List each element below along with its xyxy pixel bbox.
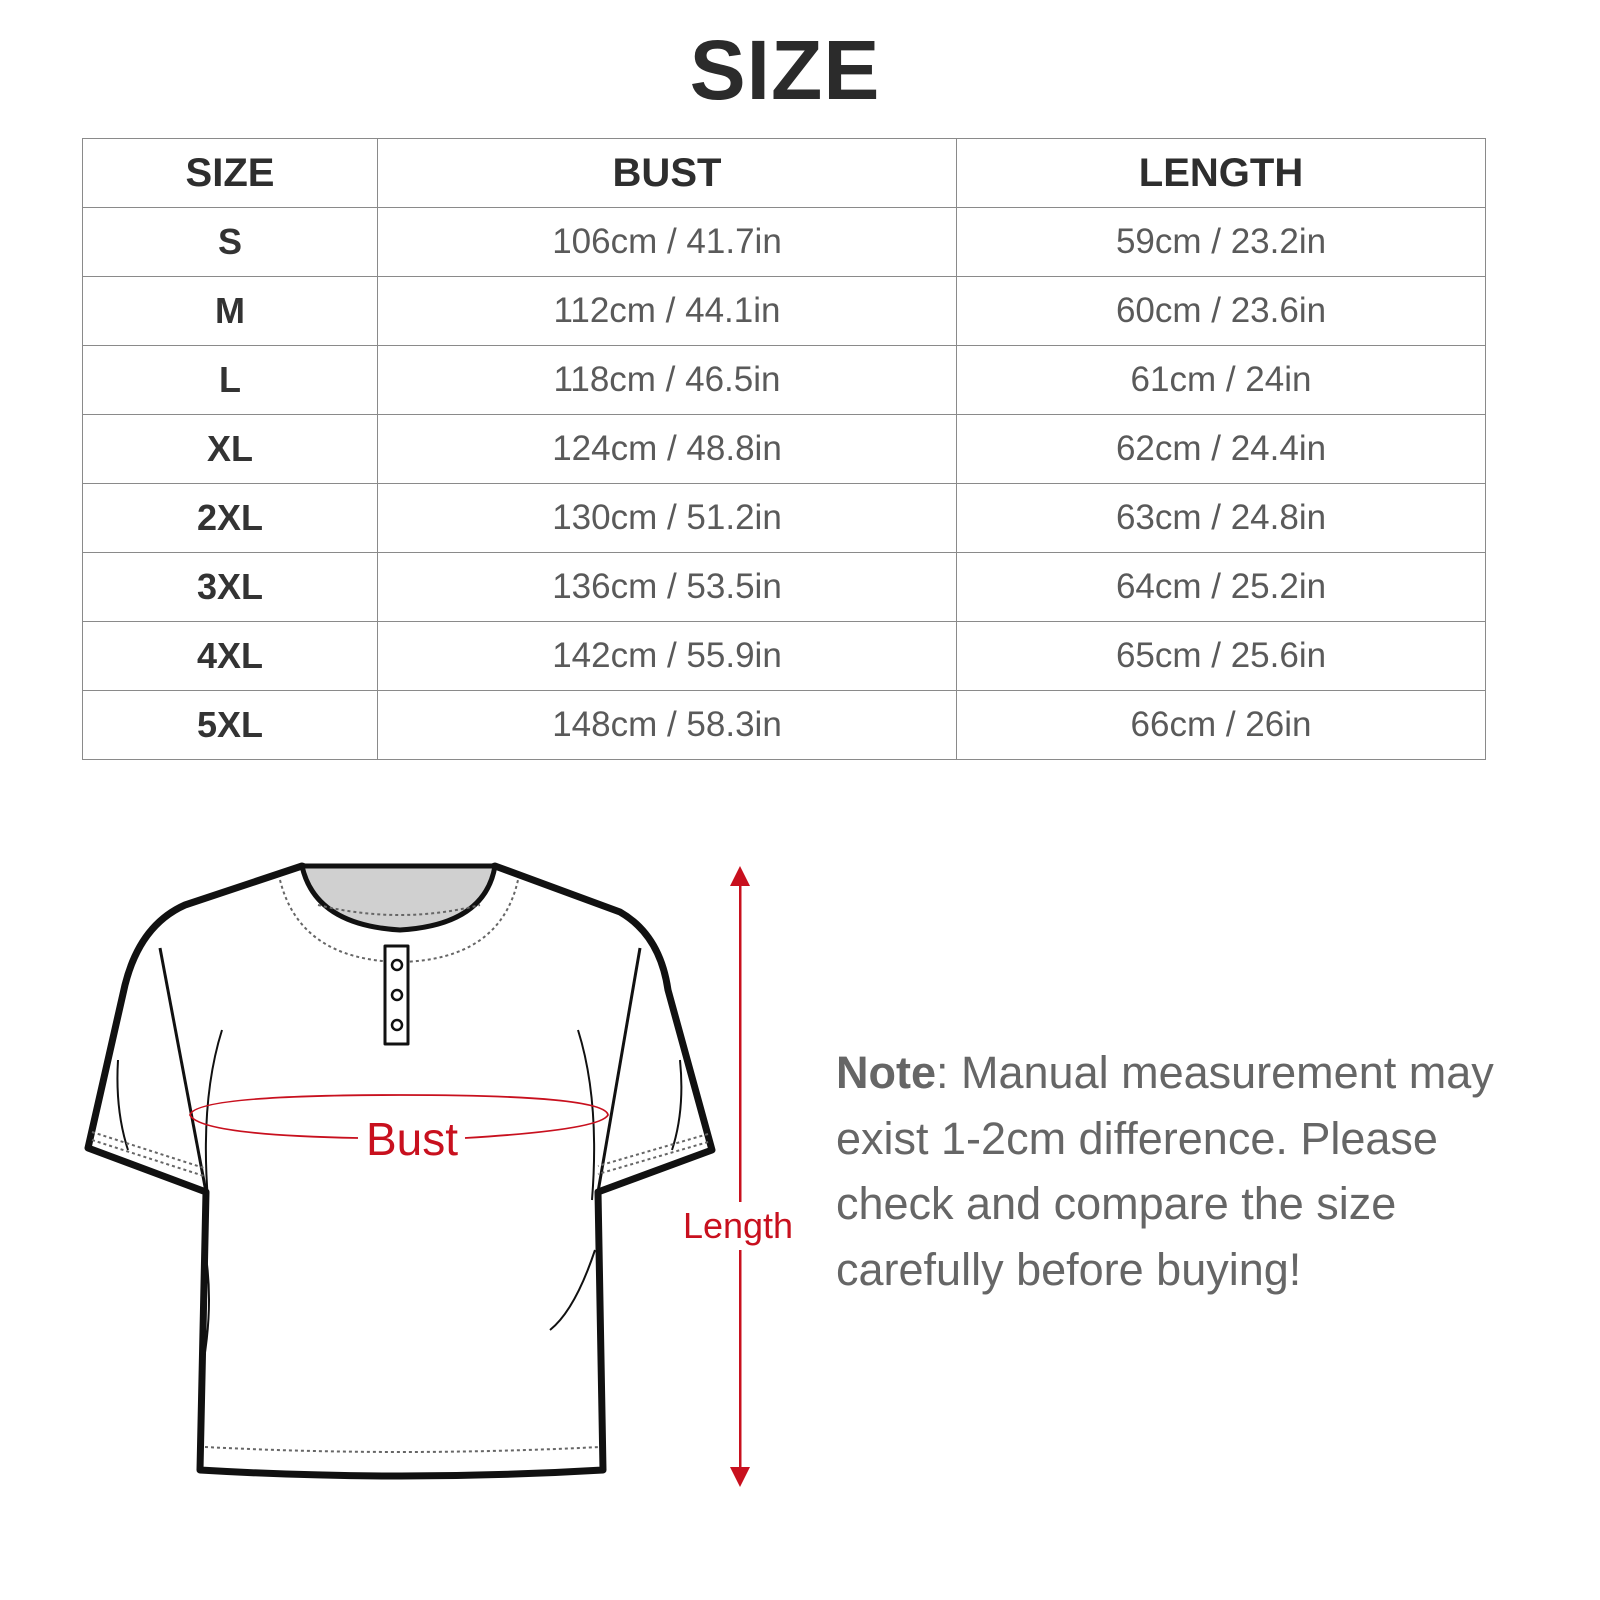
cell-length: 60cm / 23.6in [956,276,1486,346]
header-length: LENGTH [956,138,1486,208]
cell-bust: 124cm / 48.8in [377,414,957,484]
table-row: M 112cm / 44.1in 60cm / 23.6in [82,276,1486,346]
cell-bust: 142cm / 55.9in [377,621,957,691]
cell-length: 61cm / 24in [956,345,1486,415]
note-label: Note [836,1047,936,1098]
table-row: 2XL 130cm / 51.2in 63cm / 24.8in [82,483,1486,553]
note-body: : Manual measurement may exist 1-2cm dif… [836,1047,1494,1295]
length-label: Length [683,1205,793,1246]
table-row: 4XL 142cm / 55.9in 65cm / 25.6in [82,621,1486,691]
table-row: 5XL 148cm / 58.3in 66cm / 26in [82,690,1486,760]
cell-length: 64cm / 25.2in [956,552,1486,622]
cell-bust: 118cm / 46.5in [377,345,957,415]
cell-bust: 148cm / 58.3in [377,690,957,760]
cell-size: 5XL [82,690,378,760]
size-chart-table: SIZE BUST LENGTH S 106cm / 41.7in 59cm / 2… [82,138,1486,760]
length-arrow [730,866,750,1487]
table-row: S 106cm / 41.7in 59cm / 23.2in [82,207,1486,277]
table-row: 3XL 136cm / 53.5in 64cm / 25.2in [82,552,1486,622]
cell-length: 66cm / 26in [956,690,1486,760]
cell-length: 59cm / 23.2in [956,207,1486,277]
cell-bust: 112cm / 44.1in [377,276,957,346]
cell-bust: 106cm / 41.7in [377,207,957,277]
cell-size: XL [82,414,378,484]
header-size: SIZE [82,138,378,208]
cell-size: S [82,207,378,277]
cell-size: M [82,276,378,346]
bust-label: Bust [366,1113,458,1165]
cell-size: 2XL [82,483,378,553]
cell-length: 63cm / 24.8in [956,483,1486,553]
cell-size: L [82,345,378,415]
cell-size: 4XL [82,621,378,691]
table-row: L 118cm / 46.5in 61cm / 24in [82,345,1486,415]
cell-bust: 136cm / 53.5in [377,552,957,622]
note-text: Note: Manual measurement may exist 1-2cm… [836,1040,1556,1302]
cell-size: 3XL [82,552,378,622]
table-row: XL 124cm / 48.8in 62cm / 24.4in [82,414,1486,484]
page-title: SIZE [689,23,881,117]
tshirt-illustration [84,862,716,1480]
bust-measure-line [189,1094,609,1139]
cell-length: 65cm / 25.6in [956,621,1486,691]
cell-length: 62cm / 24.4in [956,414,1486,484]
